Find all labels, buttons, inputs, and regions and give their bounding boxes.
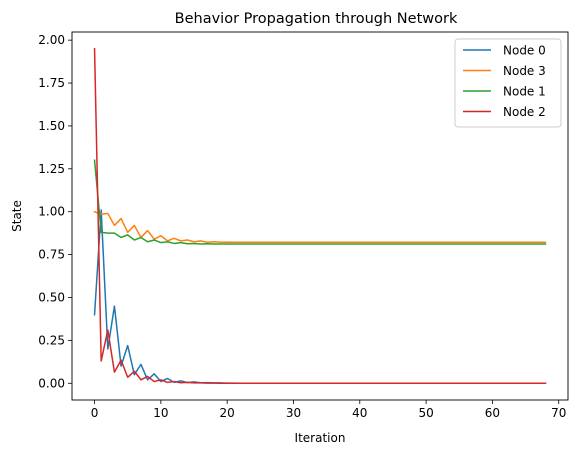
series-line-node-3 bbox=[93, 210, 547, 243]
plot-frame bbox=[71, 31, 569, 401]
y-tick-label: 1.75 bbox=[38, 76, 65, 90]
y-tick-label: 0.25 bbox=[38, 333, 65, 347]
x-tick-label: 70 bbox=[551, 406, 566, 420]
y-tick-label: 2.00 bbox=[38, 33, 65, 47]
plot-lines bbox=[93, 47, 547, 385]
legend: Node 0 Node 3 Node 1 Node 2 bbox=[454, 38, 562, 128]
x-tick-label: 20 bbox=[220, 406, 235, 420]
y-axis-title: State bbox=[10, 200, 24, 232]
legend-label-node-0: Node 0 bbox=[503, 44, 546, 58]
y-tick-label: 1.25 bbox=[38, 162, 65, 176]
legend-label-node-1: Node 1 bbox=[503, 85, 546, 99]
y-tick-label: 1.50 bbox=[38, 119, 65, 133]
series-line-node-2 bbox=[93, 47, 547, 385]
x-tick-label: 10 bbox=[153, 406, 168, 420]
x-axis: 0 10 20 30 40 50 60 70 bbox=[91, 400, 566, 420]
x-tick-label: 50 bbox=[418, 406, 433, 420]
series-line-node-1 bbox=[93, 159, 547, 245]
y-tick-label: 1.00 bbox=[38, 205, 65, 219]
x-tick-label: 0 bbox=[91, 406, 99, 420]
y-tick-label: 0.00 bbox=[38, 376, 65, 390]
y-tick-label: 0.50 bbox=[38, 290, 65, 304]
x-axis-title: Iteration bbox=[295, 431, 346, 445]
chart-title: Behavior Propagation through Network bbox=[175, 11, 458, 27]
x-tick-label: 60 bbox=[485, 406, 500, 420]
y-tick-label: 0.75 bbox=[38, 248, 65, 262]
y-axis: 0.00 0.25 0.50 0.75 1.00 1.25 1.50 1.75 2.00 bbox=[38, 33, 72, 390]
x-tick-label: 40 bbox=[352, 406, 367, 420]
legend-label-node-3: Node 3 bbox=[503, 64, 546, 78]
legend-box bbox=[454, 38, 562, 128]
x-tick-label: 30 bbox=[286, 406, 301, 420]
legend-label-node-2: Node 2 bbox=[503, 105, 546, 119]
